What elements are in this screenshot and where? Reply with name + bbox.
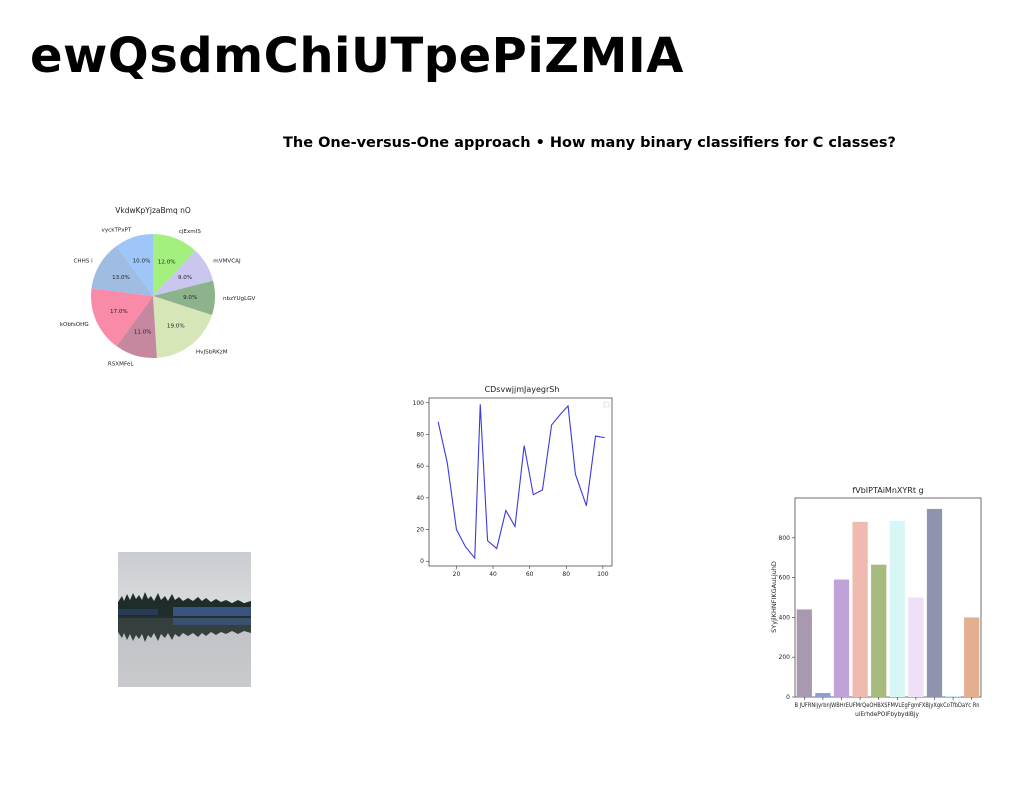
pie-slice xyxy=(116,296,157,358)
line-series xyxy=(437,404,605,560)
pie-category-label: HvJSbRKzM xyxy=(196,349,228,355)
bar xyxy=(908,597,924,697)
pie-slice xyxy=(116,234,153,296)
pie-category-label: cjExmIS xyxy=(179,229,202,235)
bar xyxy=(889,520,905,697)
line-ytick-label: 20 xyxy=(416,527,424,534)
bar-category-labels: B JUFRNijyrbnjWBHrEUFMrQeOHBXSFMVLEgFgmF… xyxy=(795,703,980,709)
bar xyxy=(964,617,980,697)
line-title: CDsvwjjmJayegrSh xyxy=(485,385,560,394)
pie-category-label: mVMVCAJ xyxy=(213,258,241,264)
line-ytick-label: 40 xyxy=(416,495,424,502)
page-subtitle: The One-versus-One approach • How many b… xyxy=(283,135,896,151)
line-chart: CDsvwjjmJayegrSh 20 40 60 80 100 0 20 40 60 80 100 xyxy=(413,385,613,578)
bar xyxy=(852,521,868,697)
pie-percent-label: 12.0% xyxy=(158,259,176,265)
bar xyxy=(833,579,850,697)
line-xtick-label: 20 xyxy=(453,571,461,578)
line-axes-frame xyxy=(428,397,613,567)
bar-ylabel: SYyjlKHNFIKGAuLjuhD xyxy=(770,561,778,633)
pie-percent-label: 17.0% xyxy=(110,309,128,315)
pie-category-label: RSXMFeL xyxy=(108,361,134,367)
pie-title: VkdwKpYjzaBmq nO xyxy=(115,206,191,215)
line-legend-box xyxy=(603,401,610,408)
page-title: ewQsdmChiUTpePiZMIA xyxy=(30,28,684,84)
line-xtick-label: 100 xyxy=(597,571,609,578)
bar xyxy=(926,508,943,697)
bar-xlabel: uiErhdePOIFbybydiBjy xyxy=(855,712,919,718)
pie-percent-label: 19.0% xyxy=(167,323,185,329)
line-ytick-label: 0 xyxy=(420,558,424,565)
line-xtick-label: 80 xyxy=(562,571,570,578)
pie-percent-label: 13.0% xyxy=(112,275,130,281)
pie-category-label: vyckTPxPT xyxy=(102,227,132,233)
lake-photo xyxy=(118,552,251,687)
pie-slice xyxy=(91,288,153,347)
bar-ytick-label: 0 xyxy=(786,694,790,701)
line-ytick-label: 100 xyxy=(413,400,425,407)
pie-category-label: kObfsOtfG xyxy=(60,322,89,328)
bar-title: fVbIPTAiMnXYRt g xyxy=(852,486,923,495)
line-ytick-label: 60 xyxy=(416,463,424,470)
pie-slice xyxy=(153,296,212,358)
line-xtick-label: 40 xyxy=(489,571,497,578)
bar xyxy=(815,693,831,697)
bar xyxy=(871,564,887,697)
bar-chart: fVbIPTAiMnXYRt g SYyjlKHNFIKGAuLjuhD B J… xyxy=(770,486,982,718)
bar xyxy=(945,696,961,697)
pie-percent-label: 10.0% xyxy=(133,259,151,265)
bar-ytick-label: 800 xyxy=(779,535,791,542)
bar-ytick-label: 400 xyxy=(779,614,791,621)
pie-percent-label: 9.0% xyxy=(178,275,192,281)
pie-category-label: CHHS i xyxy=(73,258,93,264)
pie-percent-label: 11.0% xyxy=(134,330,152,336)
pie-slice xyxy=(153,250,214,296)
pie-slice xyxy=(91,245,153,296)
pie-chart: VkdwKpYjzaBmq nO 12.0% cjExmIS 9.0% mVMVCAJ… xyxy=(60,206,256,367)
bar xyxy=(796,609,812,697)
line-ytick-label: 80 xyxy=(416,431,424,438)
pie-slice xyxy=(153,280,215,316)
pie-percent-label: 9.0% xyxy=(183,295,197,301)
pie-slice xyxy=(153,234,196,296)
bar-ytick-label: 200 xyxy=(779,654,791,661)
line-xtick-label: 60 xyxy=(526,571,534,578)
pie-category-label: nbzYUgLGV xyxy=(223,296,256,302)
bar-ytick-label: 600 xyxy=(779,575,791,582)
bar-axes-frame xyxy=(794,497,982,698)
